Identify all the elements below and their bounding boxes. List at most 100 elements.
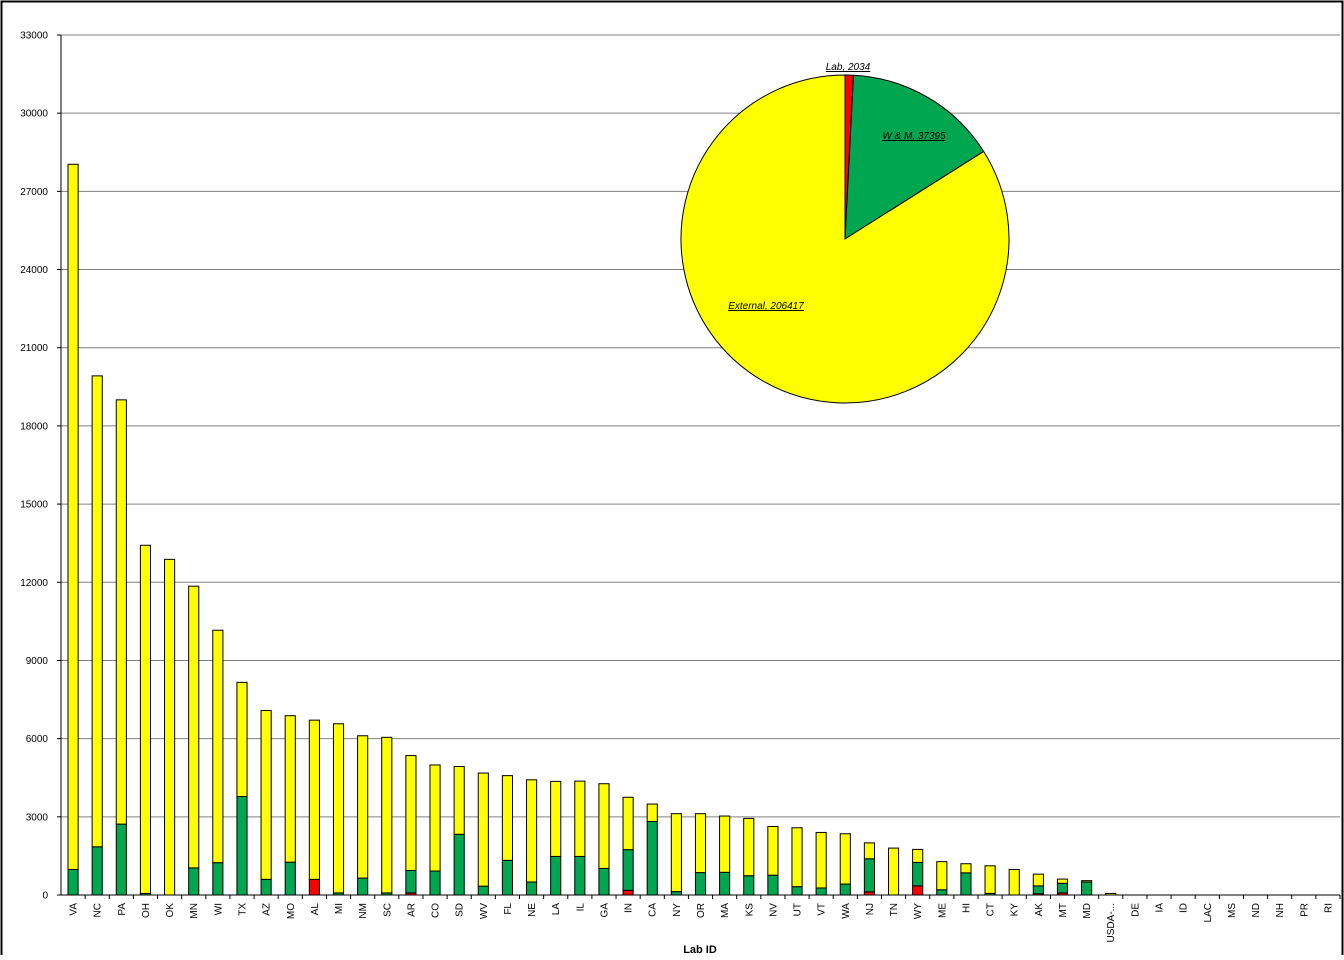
bar-segment-lab xyxy=(622,889,634,896)
x-tick-label: CA xyxy=(648,903,659,917)
bar-segment-external xyxy=(405,755,417,872)
x-tick-label: ND xyxy=(1251,903,1262,917)
bar-segment-wm xyxy=(477,885,489,896)
bar-segment-external xyxy=(1008,868,1020,896)
x-tick-label: AZ xyxy=(262,903,273,916)
bar-segment-external xyxy=(381,736,393,894)
bar-segment-wm xyxy=(1056,882,1069,894)
bar-segment-external xyxy=(1056,878,1069,884)
x-tick-label: AR xyxy=(406,903,417,917)
bar-segment-external xyxy=(260,709,272,880)
bar-segment-external xyxy=(164,558,176,896)
bar-segment-external xyxy=(960,863,972,874)
y-tick-label: 30000 xyxy=(20,109,48,120)
bar-segment-wm xyxy=(646,821,658,896)
x-tick-label: WA xyxy=(841,903,852,919)
bar-segment-wm xyxy=(670,891,682,896)
bar-segment-wm xyxy=(839,883,851,896)
x-tick-label: LAC xyxy=(1203,903,1214,922)
bar-segment-wm xyxy=(598,867,610,896)
x-tick-label: NE xyxy=(527,903,538,917)
y-tick-label: 24000 xyxy=(20,265,48,276)
bar-segment-external xyxy=(188,585,200,869)
y-tick-label: 3000 xyxy=(26,812,49,823)
bar-segment-external xyxy=(501,775,514,861)
x-tick-label: AK xyxy=(1034,903,1045,917)
x-tick-label: GA xyxy=(599,903,610,918)
bar-segment-external xyxy=(357,735,369,879)
x-tick-label: IA xyxy=(1155,903,1166,913)
bar-segment-external xyxy=(1081,880,1093,883)
x-tick-label: WI xyxy=(213,903,224,915)
x-tick-label: NV xyxy=(768,903,779,917)
bar-segment-external xyxy=(574,780,586,857)
x-tick-label: LA xyxy=(551,903,562,916)
x-tick-label: TN xyxy=(889,903,900,916)
x-tick-label: HI xyxy=(961,903,972,913)
bar-segment-wm xyxy=(357,877,369,896)
x-tick-label: CT xyxy=(986,903,997,916)
x-tick-label: PA xyxy=(117,903,128,916)
y-tick-label: 21000 xyxy=(20,343,48,354)
x-tick-label: WV xyxy=(479,903,490,919)
x-tick-label: OR xyxy=(696,903,707,918)
bar-segment-external xyxy=(646,803,658,823)
y-tick-label: 0 xyxy=(42,891,48,902)
bar-segment-wm xyxy=(236,795,248,896)
bar-segment-wm xyxy=(767,874,779,896)
bar-segment-wm xyxy=(188,867,200,896)
x-tick-label: WY xyxy=(913,903,924,919)
x-tick-label: NM xyxy=(358,903,369,919)
bar-segment-external xyxy=(284,715,296,863)
x-tick-label: VT xyxy=(817,903,828,916)
bar-segment-wm xyxy=(429,870,441,896)
bar-segment-wm xyxy=(912,861,924,887)
x-tick-label: OH xyxy=(141,903,152,918)
x-axis-title: Lab ID xyxy=(683,944,717,955)
bar-segment-external xyxy=(212,629,224,864)
bar-segment-external xyxy=(453,766,465,835)
bar-segment-wm xyxy=(260,878,272,896)
bar-segment-wm xyxy=(574,855,586,896)
bar-segment-external xyxy=(477,772,489,887)
bar-segment-external xyxy=(887,847,900,896)
x-tick-label: TX xyxy=(237,903,248,916)
x-tick-label: RI xyxy=(1323,903,1334,913)
bar-segment-wm xyxy=(622,849,634,891)
y-tick-label: 12000 xyxy=(20,578,48,589)
bar-segment-wm xyxy=(526,881,538,896)
bar-segment-wm xyxy=(453,833,465,896)
bar-segment-wm xyxy=(815,887,827,896)
bar-segment-wm xyxy=(284,861,296,896)
bar-segment-external xyxy=(429,764,441,872)
bar-segment-external xyxy=(67,163,79,870)
bar-segment-external xyxy=(694,813,707,874)
bar-segment-external xyxy=(912,848,924,863)
bar-segment-external xyxy=(743,817,755,877)
bar-segment-external xyxy=(839,833,851,885)
x-tick-label: USDA-... xyxy=(1106,903,1117,942)
bar-segment-external xyxy=(1032,873,1044,887)
bar-segment-external xyxy=(767,825,779,876)
bar-segment-wm xyxy=(115,823,127,896)
pie-slice-label: External, 206417 xyxy=(728,301,804,312)
y-tick-label: 18000 xyxy=(20,421,48,432)
bar-segment-wm xyxy=(960,872,972,896)
bar-segment-wm xyxy=(501,859,514,896)
bar-segment-wm xyxy=(1081,881,1093,896)
bar-segment-external xyxy=(115,399,127,825)
x-tick-label: NJ xyxy=(865,903,876,915)
x-tick-label: AL xyxy=(310,903,321,916)
bar-segment-external xyxy=(308,719,320,880)
bar-segment-external xyxy=(719,815,731,873)
bar-segment-lab xyxy=(308,878,320,896)
x-tick-label: MA xyxy=(720,903,731,918)
bar-segment-wm xyxy=(1032,885,1044,895)
pie-slice-2 xyxy=(680,74,1010,404)
bar-segment-external xyxy=(332,723,345,894)
x-tick-label: MS xyxy=(1227,903,1238,918)
bar-segment-external xyxy=(139,544,152,894)
pie-slice-label: W & M, 37395 xyxy=(882,131,946,142)
bar-segment-external xyxy=(91,375,103,848)
